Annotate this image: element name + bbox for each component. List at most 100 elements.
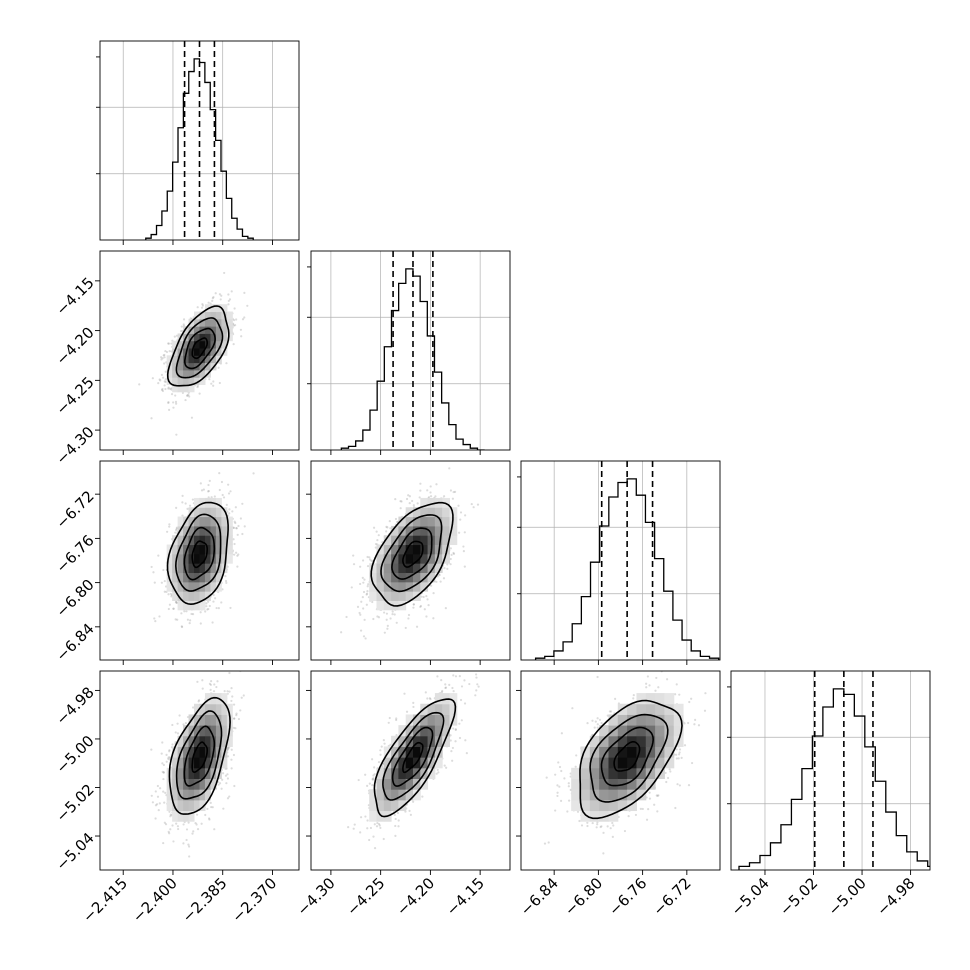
density-cell [172, 362, 179, 371]
scatter-point [175, 526, 179, 529]
density-cell [420, 553, 429, 564]
scatter-point [221, 588, 224, 591]
density-cell [215, 525, 222, 536]
scatter-point [175, 601, 179, 604]
scatter-point [185, 838, 188, 842]
scatter-point [174, 394, 177, 397]
scatter-point [463, 531, 466, 534]
density-cell [420, 507, 429, 518]
scatter-point [218, 471, 221, 475]
scatter-point [175, 433, 178, 436]
density-cell [199, 362, 206, 371]
scatter-point [385, 525, 388, 528]
density-cell [215, 326, 222, 334]
scatter-point [235, 526, 238, 530]
scatter-point [412, 603, 415, 606]
scatter-point [182, 318, 186, 321]
scatter-point [180, 625, 184, 629]
scatter-point [196, 385, 199, 389]
scatter-point [167, 401, 170, 404]
density-cell [183, 581, 190, 592]
scatter-point [432, 592, 435, 595]
density-cell [215, 333, 222, 342]
scatter-point [442, 495, 446, 498]
scatter-point [185, 610, 188, 613]
scatter-point [366, 564, 370, 568]
scatter-point [407, 617, 410, 620]
scatter-point [207, 489, 210, 493]
scatter-point [459, 511, 463, 514]
scatter-point [362, 581, 365, 584]
density-cell [183, 340, 190, 349]
scatter-point [163, 380, 166, 383]
scatter-point [368, 558, 372, 561]
scatter-point [219, 298, 222, 301]
scatter-point [182, 723, 185, 726]
scatter-point [164, 823, 168, 826]
scatter-point [179, 330, 183, 333]
scatter-point [206, 608, 209, 611]
density-cell [221, 553, 228, 564]
density-cell [194, 563, 200, 574]
scatter-point [212, 593, 215, 597]
density-cell [226, 525, 233, 536]
density-cell [215, 572, 222, 583]
scatter-point [191, 498, 195, 501]
density-cell [434, 516, 443, 527]
density-cell [172, 581, 179, 592]
density-cell [391, 572, 399, 583]
density-cell [391, 544, 399, 555]
scatter-point [462, 549, 465, 553]
density-cell [177, 553, 184, 564]
density-cell [221, 333, 228, 342]
density-cell [204, 348, 211, 356]
panel-frame [730, 670, 931, 871]
scatter-point [233, 542, 236, 546]
scatter-point [419, 604, 423, 608]
scatter-point [187, 393, 190, 396]
scatter-point [212, 296, 215, 299]
scatter-point [211, 621, 214, 624]
density-cell [188, 355, 195, 364]
density-cell [383, 591, 392, 601]
density-cell [215, 535, 222, 546]
density-cell [172, 377, 179, 385]
density-cell [199, 507, 206, 518]
scatter-point [215, 606, 218, 610]
scatter-point [451, 497, 454, 500]
density-cell [183, 326, 190, 334]
scatter-point [163, 590, 166, 593]
scatter-point [429, 495, 433, 498]
density-cell [369, 572, 378, 583]
density-cell [215, 581, 222, 592]
scatter-point [452, 552, 456, 556]
scatter-point [383, 611, 386, 614]
density-cell [172, 591, 179, 601]
scatter-point [163, 356, 166, 359]
scatter-point [212, 600, 215, 603]
density-cell [183, 355, 190, 364]
scatter-point [228, 508, 231, 511]
scatter-point [207, 483, 210, 487]
scatter-point [172, 607, 175, 610]
scatter-point [365, 603, 368, 606]
scatter-point [239, 328, 243, 331]
scatter-point [233, 520, 236, 523]
density-cell [420, 563, 429, 574]
scatter-point [227, 303, 230, 306]
scatter-point [412, 504, 415, 507]
scatter-point [361, 559, 365, 562]
density-cell [199, 318, 206, 327]
scatter-point [449, 563, 452, 566]
scatter-point [214, 292, 217, 295]
scatter-point [208, 479, 211, 482]
density-cell [188, 563, 195, 574]
scatter-point [196, 306, 199, 309]
scatter-point [166, 530, 169, 533]
scatter-point [365, 593, 368, 596]
scatter-point [389, 527, 392, 530]
density-cell [177, 355, 184, 364]
scatter-point [426, 489, 429, 492]
histogram-step-2 [534, 478, 720, 660]
density-cell [199, 340, 206, 349]
